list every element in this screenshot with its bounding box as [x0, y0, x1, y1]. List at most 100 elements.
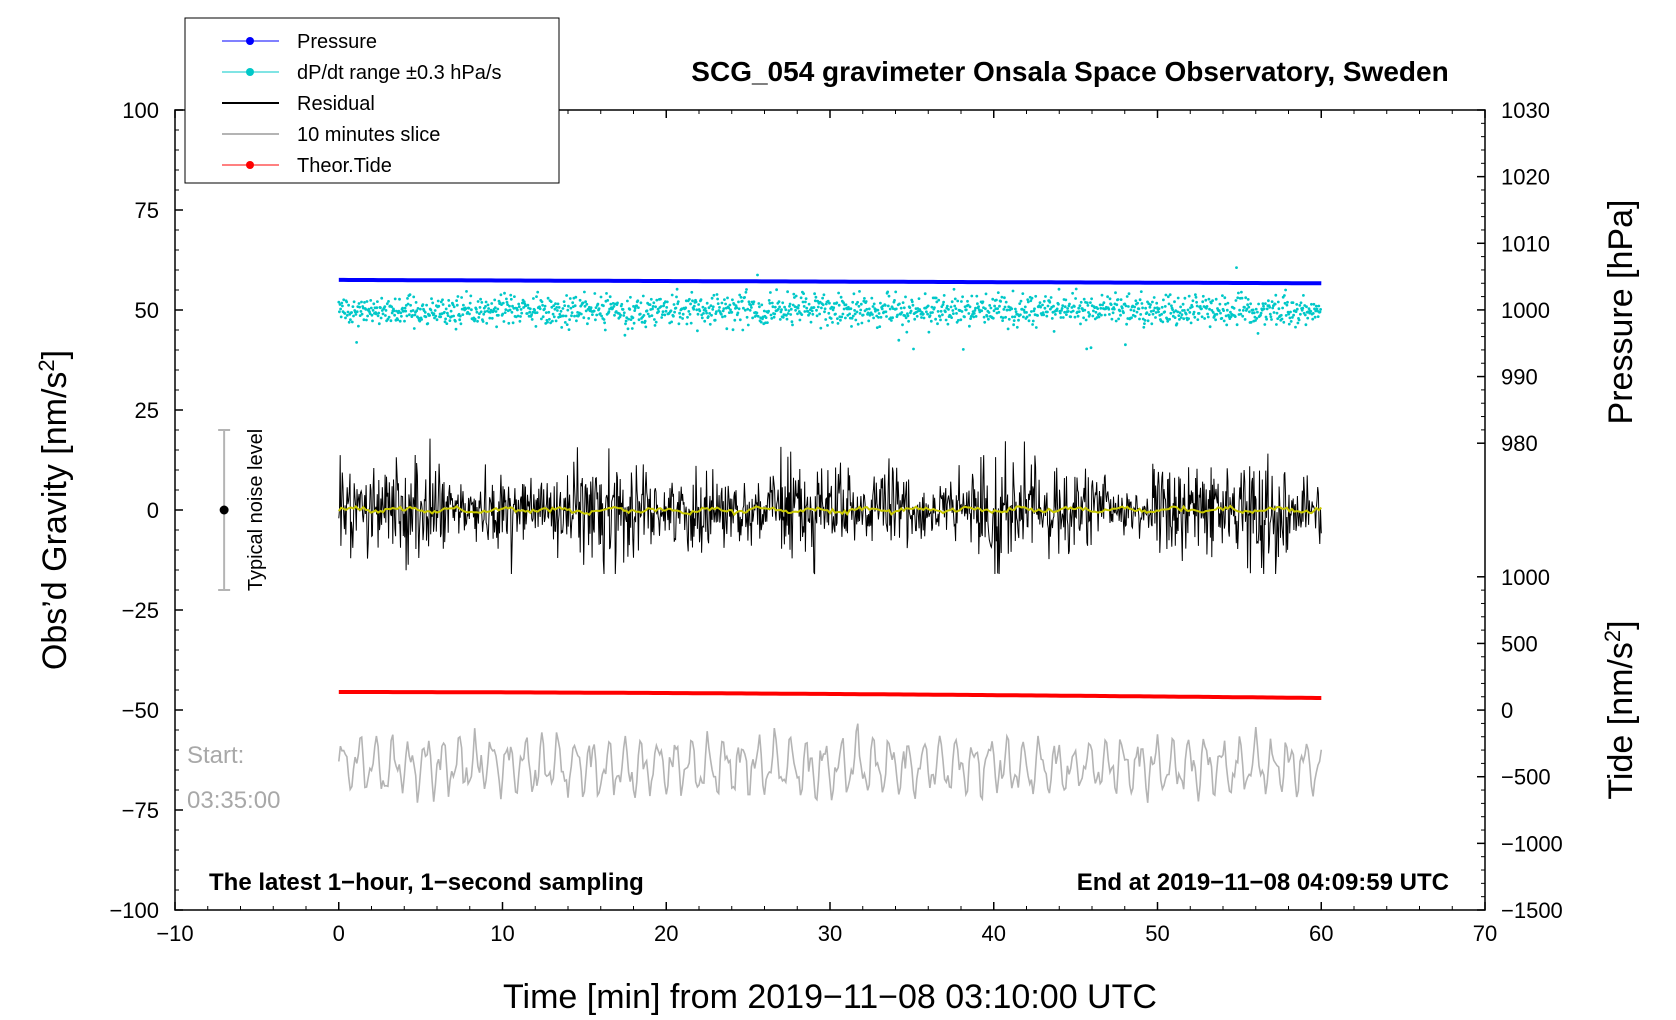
- dpdt-point: [433, 309, 437, 312]
- dpdt-point: [866, 311, 870, 315]
- dpdt-point: [1229, 315, 1233, 319]
- dpdt-point: [1120, 306, 1124, 310]
- dpdt-point: [906, 314, 910, 318]
- dpdt-point: [1289, 320, 1293, 323]
- dpdt-point: [743, 296, 746, 299]
- dpdt-point: [393, 313, 396, 317]
- dpdt-point: [446, 311, 449, 315]
- dpdt-point: [485, 321, 489, 325]
- dpdt-point: [675, 295, 678, 299]
- dpdt-point: [1034, 326, 1038, 329]
- dpdt-point: [468, 312, 471, 316]
- dpdt-point: [1004, 315, 1007, 319]
- dpdt-point: [454, 327, 458, 331]
- dpdt-point: [379, 316, 383, 320]
- dpdt-point: [1052, 330, 1056, 333]
- dpdt-point: [871, 313, 874, 316]
- dpdt-point: [927, 330, 931, 334]
- dpdt-point: [579, 312, 583, 316]
- series-theor-tide: [338, 690, 1322, 700]
- dpdt-point: [733, 318, 737, 322]
- dpdt-point: [716, 302, 720, 305]
- dpdt-point: [1264, 302, 1267, 305]
- dpdt-point: [738, 293, 742, 297]
- dpdt-point: [479, 310, 483, 314]
- dpdt-point: [999, 300, 1003, 303]
- dpdt-point: [483, 310, 487, 314]
- dpdt-point: [651, 305, 655, 308]
- dpdt-point: [910, 300, 914, 304]
- dpdt-point: [678, 311, 681, 315]
- dpdt-point: [511, 321, 515, 325]
- dpdt-point: [1048, 300, 1052, 304]
- dpdt-point: [689, 302, 692, 306]
- dpdt-point: [1312, 302, 1316, 306]
- dpdt-point: [1022, 315, 1025, 319]
- tide-tick-label: −1500: [1501, 898, 1563, 923]
- dpdt-point: [1151, 300, 1154, 304]
- dpdt-point: [781, 301, 785, 305]
- dpdt-point: [583, 304, 587, 308]
- dpdt-point: [715, 310, 718, 313]
- dpdt-point: [364, 308, 368, 311]
- dpdt-point: [451, 303, 455, 306]
- dpdt-point: [409, 303, 412, 307]
- dpdt-point: [554, 319, 558, 323]
- dpdt-point: [1036, 314, 1039, 317]
- dpdt-point: [1215, 312, 1219, 316]
- dpdt-point: [503, 291, 506, 295]
- dpdt-point: [839, 318, 842, 322]
- dpdt-point: [807, 302, 811, 306]
- dpdt-point: [1243, 305, 1246, 309]
- dpdt-point: [536, 290, 540, 294]
- dpdt-point: [519, 315, 522, 318]
- dpdt-point: [342, 298, 346, 302]
- dpdt-point: [1311, 312, 1315, 315]
- dpdt-point: [570, 311, 574, 314]
- dpdt-point: [1304, 323, 1308, 327]
- dpdt-point: [1191, 299, 1195, 303]
- dpdt-point: [1003, 296, 1006, 300]
- dpdt-point: [923, 292, 927, 296]
- dpdt-point: [575, 319, 578, 323]
- y-tick-label: 25: [135, 398, 159, 423]
- dpdt-point: [1262, 307, 1266, 311]
- x-tick-label: 0: [333, 921, 345, 946]
- dpdt-point: [340, 301, 344, 305]
- dpdt-point: [376, 314, 380, 318]
- dpdt-point: [526, 303, 530, 307]
- dpdt-point: [711, 308, 715, 311]
- dpdt-point: [507, 321, 511, 325]
- dpdt-point: [867, 319, 871, 323]
- dpdt-point: [786, 290, 789, 294]
- dpdt-point: [1288, 316, 1292, 320]
- dpdt-point: [755, 311, 759, 315]
- dpdt-point: [688, 312, 692, 316]
- dpdt-point: [841, 312, 845, 316]
- dpdt-point: [398, 297, 401, 301]
- dpdt-point: [1029, 299, 1033, 303]
- dpdt-point: [697, 303, 700, 306]
- dpdt-point: [550, 305, 554, 309]
- dpdt-point: [1246, 303, 1249, 307]
- dpdt-point: [624, 322, 627, 326]
- dpdt-point: [520, 311, 524, 315]
- y-tick-label: 75: [135, 198, 159, 223]
- dpdt-point: [883, 304, 887, 307]
- dpdt-point: [1060, 309, 1063, 312]
- dpdt-point: [387, 300, 390, 303]
- dpdt-point: [1217, 309, 1221, 312]
- dpdt-point: [1309, 310, 1313, 313]
- dpdt-point: [1284, 314, 1288, 317]
- dpdt-point: [1136, 301, 1139, 305]
- dpdt-point: [1276, 317, 1280, 320]
- dpdt-point: [663, 313, 667, 317]
- dpdt-point: [362, 318, 366, 322]
- dpdt-point: [1170, 304, 1173, 308]
- dpdt-point: [586, 322, 589, 326]
- dpdt-point: [508, 308, 512, 312]
- dpdt-point: [565, 294, 568, 297]
- dpdt-point: [489, 308, 493, 312]
- dpdt-point: [557, 306, 561, 309]
- dpdt-point: [439, 300, 443, 304]
